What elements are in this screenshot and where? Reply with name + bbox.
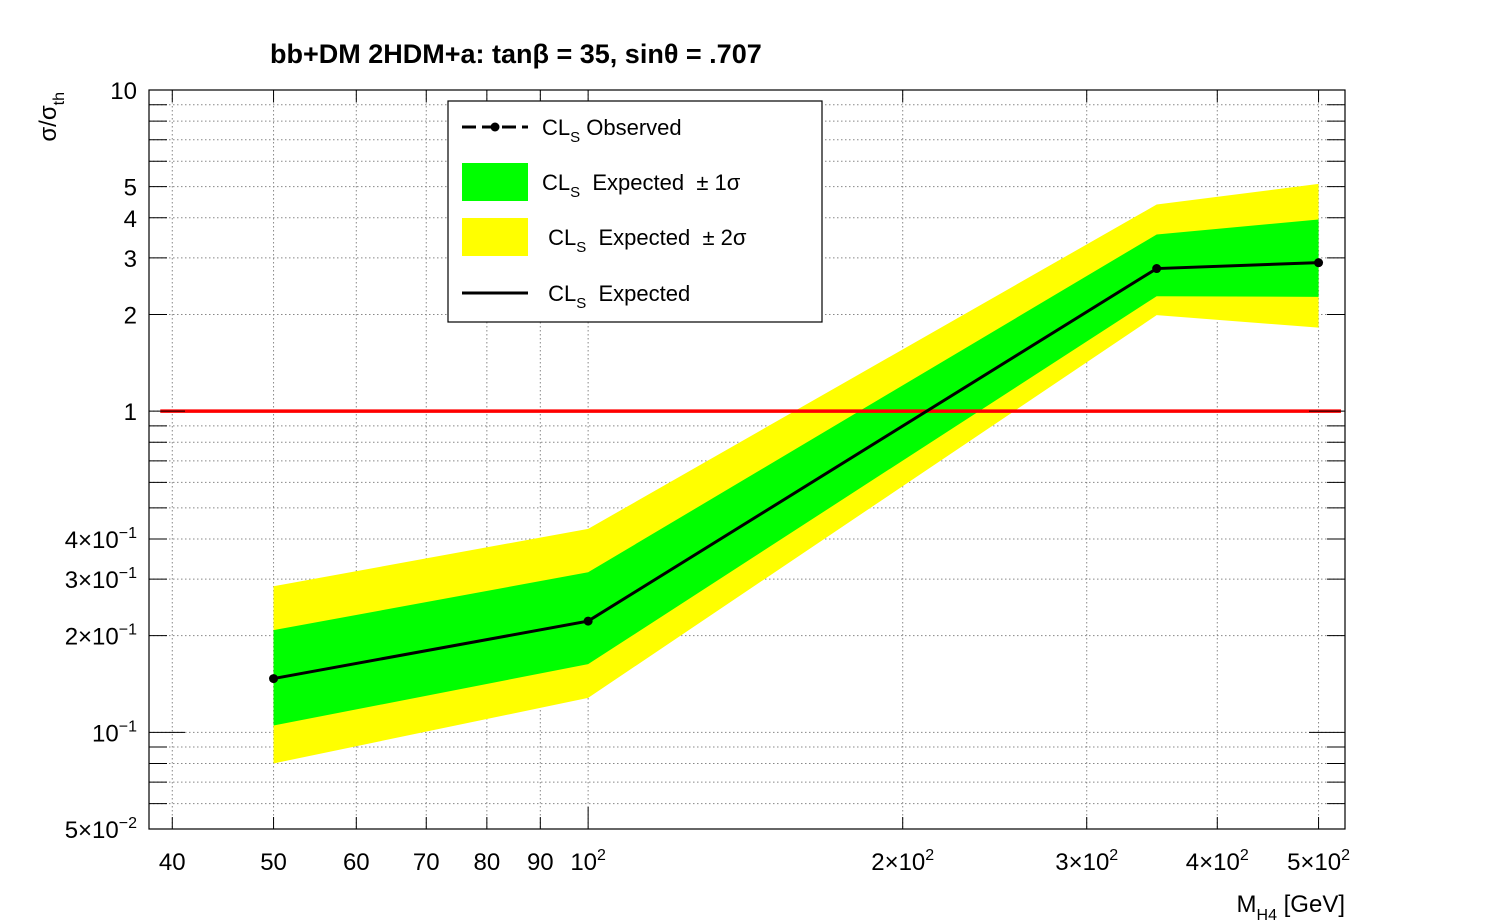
y-tick-label: 2 bbox=[124, 302, 137, 329]
legend-entry-label: CLS Expected ± 2σ bbox=[542, 225, 747, 256]
band-1sigma bbox=[273, 219, 1319, 726]
y-axis-label: σ/σth bbox=[35, 92, 68, 142]
observed-point bbox=[1152, 264, 1162, 274]
y-tick-label: 5×10−2 bbox=[65, 815, 137, 844]
legend-entry-label: CLS Expected ± 1σ bbox=[542, 170, 741, 201]
y-tick-label: 5 bbox=[124, 175, 137, 202]
y-tick-label: 1 bbox=[124, 399, 137, 426]
x-axis-label: MH4 [GeV] bbox=[1237, 891, 1345, 922]
observed-point bbox=[583, 616, 593, 626]
legend-entry-label: CLS Expected bbox=[542, 281, 690, 312]
x-tick-label: 3×102 bbox=[1055, 847, 1118, 876]
x-tick-label: 4×102 bbox=[1186, 847, 1249, 876]
observed-line bbox=[273, 261, 1319, 680]
observed-point bbox=[269, 674, 279, 684]
x-tick-label: 2×102 bbox=[871, 847, 934, 876]
chart-title: bb+DM 2HDM+a: tanβ = 35, sinθ = .707 bbox=[270, 39, 762, 69]
legend-box bbox=[447, 100, 823, 323]
x-tick-label: 80 bbox=[474, 849, 501, 876]
y-tick-label: 2×10−1 bbox=[65, 622, 137, 651]
y-tick-label: 4×10−1 bbox=[65, 525, 137, 554]
legend: CLS Observed CLS Expected ± 1σ CLS Expect… bbox=[447, 100, 823, 323]
legend-entry-label: CLS Observed bbox=[542, 115, 682, 146]
plot-frame bbox=[148, 89, 1346, 830]
y-tick-label: 10−1 bbox=[92, 718, 137, 747]
ticks bbox=[149, 89, 1345, 830]
x-tick-label: 5×102 bbox=[1287, 847, 1350, 876]
legend-2sigma-swatch bbox=[462, 218, 528, 256]
legend-1sigma-swatch bbox=[462, 163, 528, 201]
y-tick-label: 4 bbox=[124, 206, 137, 233]
x-tick-label: 102 bbox=[570, 847, 606, 876]
x-tick-label: 60 bbox=[343, 849, 370, 876]
legend-observed-marker bbox=[490, 122, 500, 132]
x-tick-label: 40 bbox=[159, 849, 186, 876]
x-tick-label: 50 bbox=[260, 849, 287, 876]
y-tick-label: 3×10−1 bbox=[65, 565, 137, 594]
tick-labels: 40 50 60 70 80 90 102 2×102 3×102 4×102 5×102 10 5 4 3… bbox=[65, 78, 1350, 876]
observed-point bbox=[1314, 258, 1324, 268]
x-tick-label: 90 bbox=[527, 849, 554, 876]
y-tick-label: 3 bbox=[124, 246, 137, 273]
x-tick-label: 70 bbox=[413, 849, 440, 876]
y-tick-label: 10 bbox=[110, 78, 137, 105]
lines bbox=[160, 258, 1341, 684]
